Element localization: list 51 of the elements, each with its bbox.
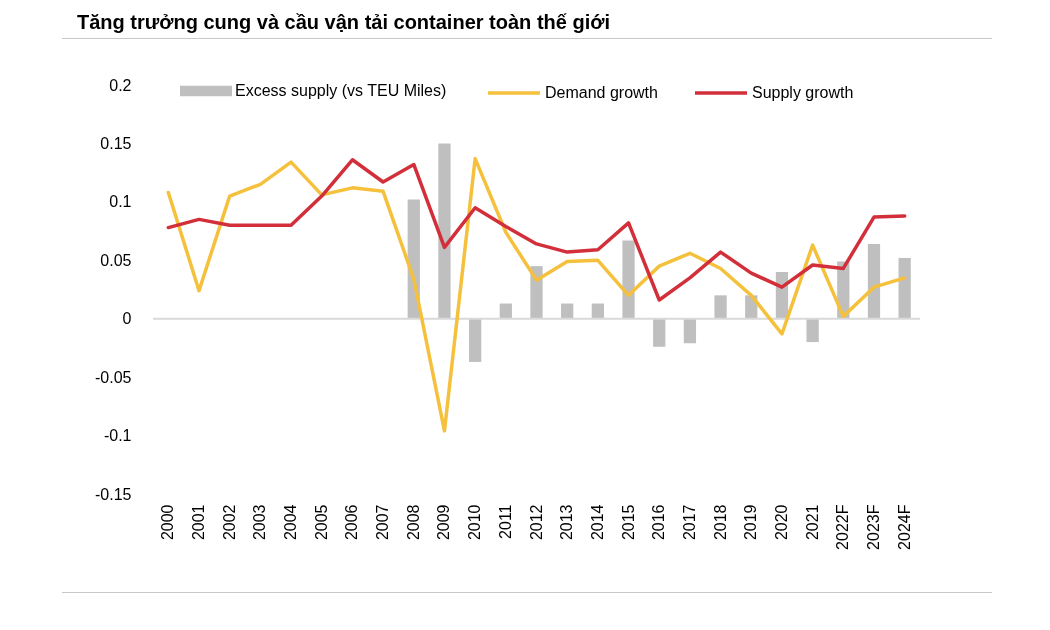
x-tick-label: 2016 — [650, 504, 668, 541]
x-tick-label: 2000 — [159, 504, 177, 541]
legend-label: Demand growth — [545, 84, 658, 101]
x-tick-label: 2015 — [619, 504, 637, 541]
line-series — [166, 158, 907, 302]
x-tick-label: 2003 — [251, 504, 269, 541]
y-tick-label: -0.05 — [95, 368, 132, 386]
x-tick-label: 2024F — [895, 504, 913, 550]
x-tick-label: 2001 — [190, 504, 208, 541]
bar — [438, 143, 451, 319]
x-tick-label: 2010 — [466, 504, 484, 541]
legend-label: Excess supply (vs TEU Miles) — [235, 82, 447, 99]
x-tick-label: 2006 — [343, 504, 361, 541]
x-tick-label: 2020 — [772, 504, 790, 541]
legend-label: Supply growth — [752, 84, 854, 101]
bar — [469, 318, 482, 362]
x-tick-label: 2007 — [374, 504, 392, 541]
chart-title: Tăng trưởng cung và cầu vận tải container toàn thế giới — [77, 11, 610, 33]
y-tick-label: 0.05 — [100, 251, 132, 269]
x-tick-label: 2021 — [803, 504, 821, 541]
y-tick-label: 0.2 — [109, 76, 132, 94]
bar — [867, 243, 881, 319]
x-tick-label: 2008 — [404, 504, 422, 541]
bar — [898, 257, 911, 319]
bar — [561, 303, 574, 319]
bar — [622, 240, 635, 319]
x-tick-label: 2014 — [588, 504, 606, 541]
bar — [499, 303, 512, 319]
x-tick-label: 2011 — [496, 504, 514, 539]
y-tick-label: 0.1 — [109, 193, 132, 211]
x-tick-label: 2012 — [527, 504, 545, 541]
bar — [653, 318, 666, 347]
x-tick-label: 2022F — [834, 504, 852, 550]
y-tick-label: 0 — [122, 310, 132, 328]
y-tick-label: 0.15 — [100, 134, 132, 152]
bar — [806, 318, 819, 343]
x-tick-label: 2023F — [864, 504, 882, 550]
x-tick-label: 2004 — [282, 504, 300, 541]
line-series — [166, 156, 907, 433]
x-tick-label: 2018 — [711, 504, 729, 541]
x-tick-label: 2013 — [558, 504, 576, 541]
y-tick-label: -0.15 — [95, 485, 132, 503]
bar — [714, 295, 727, 319]
x-tick-label: 2002 — [220, 504, 238, 541]
x-tick-label: 2019 — [742, 504, 760, 541]
bar — [683, 318, 697, 344]
x-tick-label: 2009 — [435, 504, 453, 541]
x-tick-label: 2017 — [680, 504, 698, 541]
bar — [591, 303, 604, 319]
x-tick-label: 2005 — [312, 504, 330, 541]
y-tick-label: -0.1 — [103, 427, 132, 445]
